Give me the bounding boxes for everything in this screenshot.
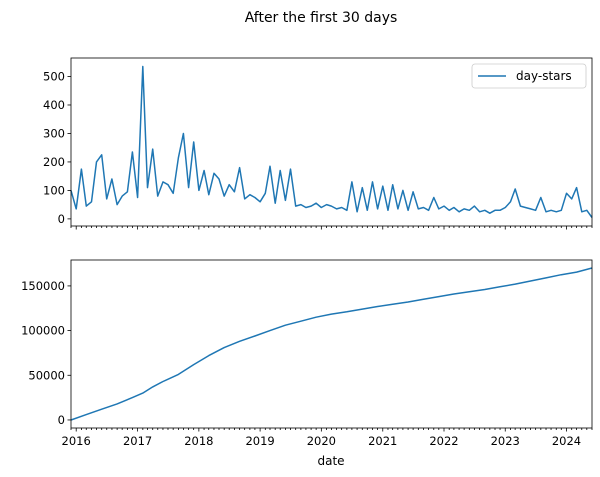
y-tick-label: 300: [43, 126, 65, 140]
y-tick-label: 100000: [21, 324, 65, 338]
y-tick-label: 500: [43, 70, 65, 84]
x-tick-label: 2021: [368, 434, 397, 448]
x-tick-label: 2016: [62, 434, 91, 448]
cumulative-stars-panel: 0 50000 100000 150000 2016 2017 2018 2019 2020 2…: [21, 259, 593, 448]
top-plot-frame: [70, 57, 593, 227]
y-tick-label: 0: [58, 212, 65, 226]
x-tick-label: 2018: [184, 434, 213, 448]
series-line-1-0: [70, 267, 593, 421]
x-axis-label: date: [317, 454, 344, 468]
chart-title: After the first 30 days: [245, 10, 398, 26]
legend-box: [471, 63, 587, 89]
bottom-plot-frame: [70, 259, 593, 429]
y-tick-label: 0: [58, 413, 65, 427]
legend-label-day-stars: day-stars: [516, 69, 572, 83]
x-tick-label: 2017: [123, 434, 152, 448]
x-tick-label: 2019: [245, 434, 274, 448]
x-tick-label: 2023: [491, 434, 520, 448]
y-tick-label: 150000: [21, 279, 65, 293]
legend: day-stars: [471, 63, 587, 89]
x-tick-label: 2022: [429, 434, 458, 448]
x-tick-label: 2024: [552, 434, 581, 448]
y-tick-label: 100: [43, 183, 65, 197]
x-tick-label: 2020: [307, 434, 336, 448]
day-stars-panel: 0 100 200 300 400 500 day-stars: [43, 57, 593, 230]
y-tick-label: 50000: [28, 368, 65, 382]
y-tick-label: 400: [43, 98, 65, 112]
series-line-0-0: [70, 65, 593, 218]
y-tick-label: 200: [43, 155, 65, 169]
